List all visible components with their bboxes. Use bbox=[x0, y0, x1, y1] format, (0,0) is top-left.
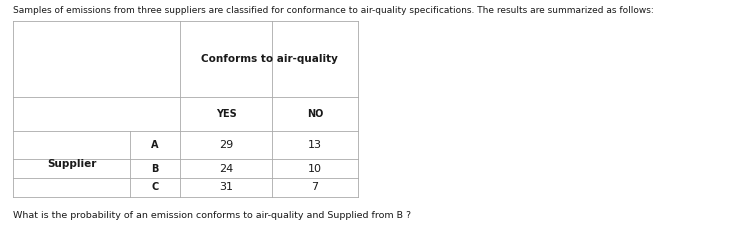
Text: B: B bbox=[151, 163, 159, 174]
Text: 24: 24 bbox=[219, 163, 233, 174]
Text: 31: 31 bbox=[219, 183, 233, 192]
Text: Supplier: Supplier bbox=[47, 159, 96, 169]
Text: Samples of emissions from three suppliers are classified for conformance to air-: Samples of emissions from three supplier… bbox=[13, 6, 653, 15]
Text: C: C bbox=[151, 183, 159, 192]
Text: 29: 29 bbox=[219, 140, 233, 150]
Text: YES: YES bbox=[216, 109, 236, 119]
Text: 13: 13 bbox=[308, 140, 322, 150]
Text: 10: 10 bbox=[308, 163, 322, 174]
Text: NO: NO bbox=[307, 109, 323, 119]
Text: Conforms to air-quality: Conforms to air-quality bbox=[201, 54, 337, 64]
Text: What is the probability of an emission conforms to air-quality and Supplied from: What is the probability of an emission c… bbox=[13, 211, 411, 219]
Text: A: A bbox=[151, 140, 159, 150]
Text: 7: 7 bbox=[311, 183, 319, 192]
